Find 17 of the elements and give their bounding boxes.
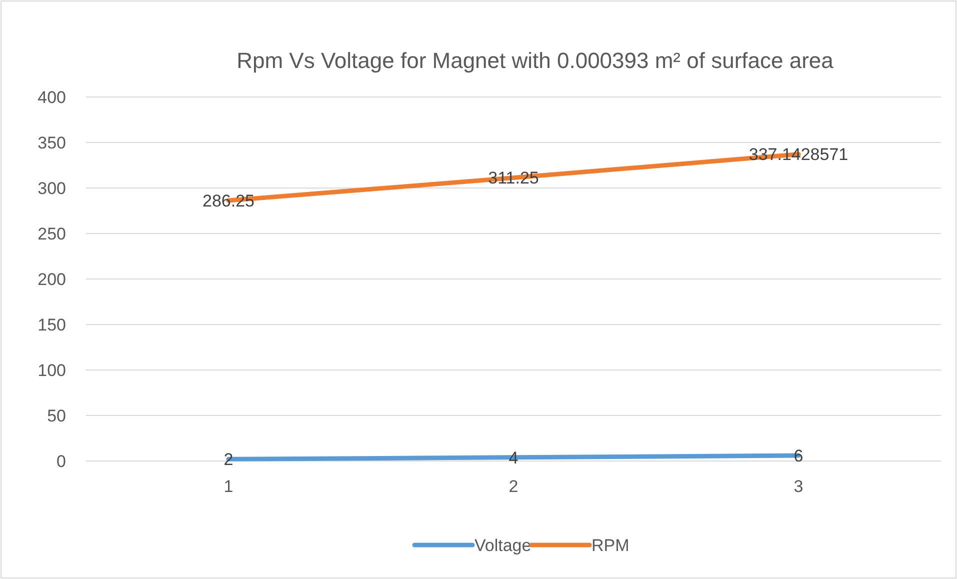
y-tick-label: 400	[38, 88, 66, 107]
y-tick-label: 100	[38, 360, 66, 380]
y-tick-label: 0	[56, 452, 66, 471]
x-tick-label: 1	[224, 477, 234, 496]
y-tick-label: 200	[38, 270, 66, 289]
legend-label: Voltage	[474, 536, 532, 555]
y-tick-label: 50	[47, 406, 66, 426]
x-tick-label: 2	[508, 477, 518, 496]
y-tick-label: 150	[38, 315, 66, 334]
x-tick-label: 3	[794, 477, 804, 496]
y-tick-label: 350	[38, 133, 66, 152]
chart-title: Rpm Vs Voltage for Magnet with 0.000393 m² of surface area	[236, 48, 834, 73]
data-label: 337.1428571	[748, 145, 848, 164]
y-tick-label: 300	[38, 178, 66, 198]
y-tick-label: 250	[38, 224, 66, 244]
legend-label: RPM	[592, 536, 630, 555]
data-label: 286.25	[202, 191, 254, 210]
